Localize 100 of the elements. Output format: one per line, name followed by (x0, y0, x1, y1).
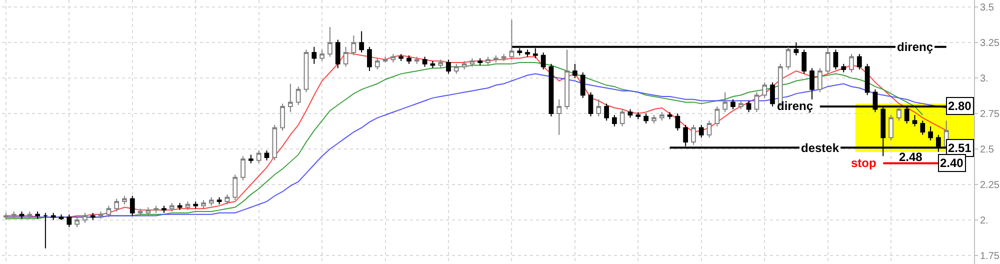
candlestick (248, 154, 254, 164)
candlestick (509, 19, 514, 60)
candlestick (714, 106, 720, 127)
candlestick (304, 49, 309, 93)
candlestick (406, 54, 412, 64)
candlestick (849, 53, 854, 73)
candlestick (398, 53, 404, 62)
candlestick (620, 108, 625, 127)
candlestick (746, 100, 752, 113)
candlestick (556, 98, 562, 136)
candlestick (122, 195, 127, 205)
candlestick (74, 216, 80, 228)
candlestick (722, 92, 728, 113)
candlestick (216, 196, 222, 205)
candlestick (19, 210, 24, 220)
candlestick (90, 212, 96, 220)
candlestick (912, 114, 918, 127)
candlestick (478, 58, 483, 66)
candlestick (604, 103, 609, 122)
candlestick (612, 114, 617, 127)
candlestick (382, 56, 388, 63)
candlestick (280, 103, 285, 132)
candlestick (328, 26, 332, 58)
candlestick (572, 63, 578, 79)
candlestick (896, 106, 902, 122)
data-label: 2.40 (940, 156, 964, 170)
candlestick (580, 72, 586, 98)
candlestick (730, 98, 736, 110)
candlestick (35, 210, 40, 220)
candlestick (27, 210, 32, 220)
candlestick (493, 54, 498, 63)
candlestick (208, 196, 214, 206)
candlestick (343, 46, 348, 68)
candlestick (256, 150, 262, 164)
candlestick (825, 46, 830, 74)
candlestick (588, 92, 594, 117)
candlestick (106, 205, 112, 218)
candlestick (224, 194, 230, 205)
candlestick (738, 100, 744, 110)
candlestick (288, 83, 293, 113)
candlestick (169, 202, 174, 212)
candlestick (817, 68, 822, 93)
y-tick-label: 2.25 (980, 180, 1000, 192)
candlestick (58, 214, 64, 220)
candlestick (920, 120, 926, 136)
candlestick (312, 46, 317, 64)
candlestick (351, 34, 356, 56)
y-tick-label: 2. (980, 216, 988, 226)
candlestick (146, 206, 151, 216)
series-label: direnç (777, 99, 814, 113)
candlestick (320, 49, 324, 62)
candlestick (652, 114, 656, 124)
candlestick (264, 150, 270, 161)
candlestick (856, 53, 862, 70)
candlestick (367, 46, 372, 72)
candlestick (675, 113, 680, 132)
candlestick (177, 202, 182, 211)
y-tick-label: 2.75 (980, 109, 1000, 120)
candlestick (98, 210, 104, 220)
y-tick-label: 2.5 (980, 144, 994, 156)
candlestick (272, 124, 278, 161)
candlestick (414, 56, 420, 64)
candlestick (928, 126, 933, 142)
candlestick (240, 156, 246, 181)
candlestick (888, 114, 894, 142)
candlestick (644, 113, 648, 124)
candlestick (374, 58, 380, 70)
candlestick (114, 198, 120, 212)
y-tick-label: 3. (980, 74, 988, 85)
candlestick (596, 98, 602, 117)
candlestick (462, 60, 467, 70)
annotation: 2.48 (899, 150, 923, 164)
candlestick (130, 195, 135, 216)
candlestick (762, 82, 768, 98)
candlestick (43, 212, 48, 249)
candlestick (11, 210, 16, 220)
candlestick (540, 52, 546, 70)
candlestick (50, 212, 56, 220)
candlestick (335, 39, 340, 69)
candlestick (4, 212, 8, 220)
candlestick (138, 208, 143, 216)
candlestick (841, 63, 846, 73)
candlestick (154, 205, 159, 214)
candlestick (422, 56, 428, 68)
candlestick (786, 46, 791, 70)
candlestick (754, 92, 760, 113)
candlestick (691, 124, 696, 146)
data-label: 2.80 (948, 99, 972, 113)
candlestick (659, 112, 664, 122)
candlestick (706, 120, 712, 138)
candlestick (548, 63, 554, 117)
candlestick (66, 214, 72, 228)
candlestick (296, 86, 301, 106)
candlestick (628, 108, 633, 118)
candlestick (446, 59, 451, 74)
candlestick (232, 174, 238, 201)
data-label: 2.51 (948, 141, 972, 155)
candlestick (770, 82, 775, 107)
y-tick-label: 3.25 (980, 38, 1000, 50)
candlestick (390, 53, 396, 63)
